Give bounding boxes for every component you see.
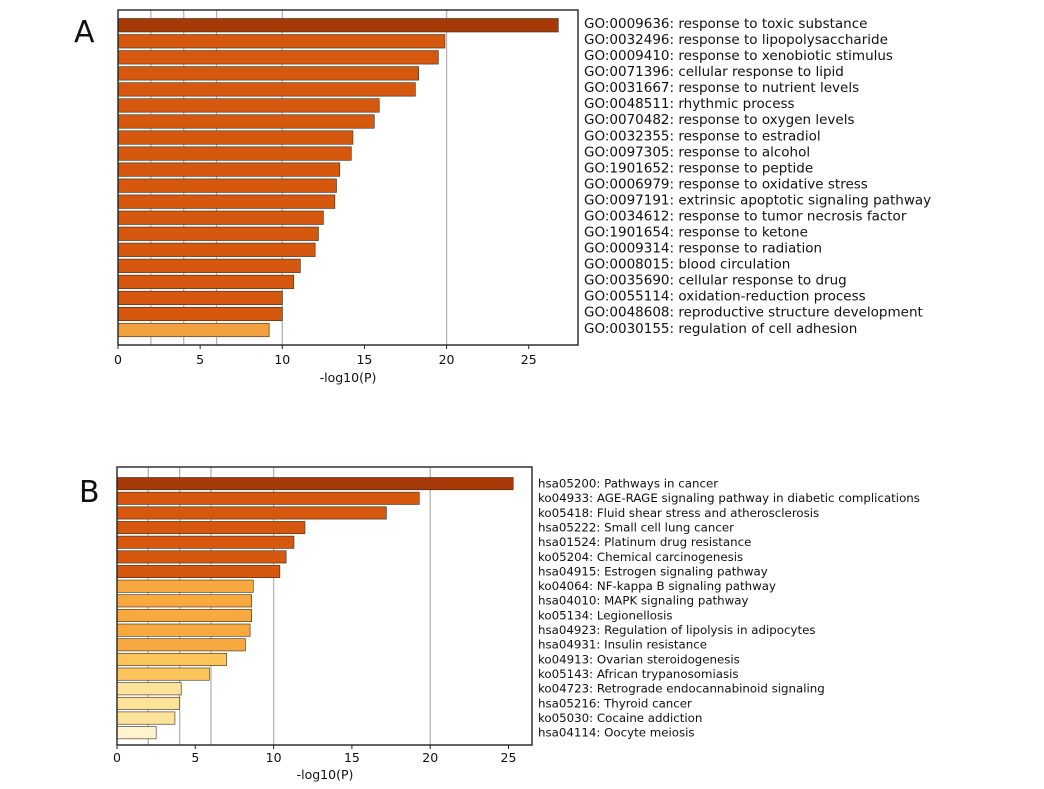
- panel-a-category-label: GO:0035690: cellular response to drug: [584, 273, 847, 289]
- panel-a-category-label: GO:1901654: response to ketone: [584, 225, 808, 241]
- panel-a-category-label: GO:0032355: response to estradiol: [584, 128, 821, 144]
- panel-b-category-label: ko05418: Fluid shear stress and atherosc…: [538, 506, 819, 520]
- panel-a-category-label: GO:0034612: response to tumor necrosis f…: [584, 208, 907, 224]
- panel-a-category-label: GO:0097191: extrinsic apoptotic signalin…: [584, 192, 931, 208]
- panel-b-bar: [116, 594, 252, 608]
- panel-b-tick-label: 20: [422, 750, 438, 765]
- panel-b-category-label: ko04064: NF-kappa B signaling pathway: [538, 579, 776, 593]
- panel-b-bar: [116, 696, 180, 710]
- panel-b-category-label: ko05204: Chemical carcinogenesis: [538, 550, 743, 564]
- panel-b-category-label: hsa05200: Pathways in cancer: [538, 477, 718, 491]
- panel-b-bar: [116, 711, 176, 725]
- panel-a-category-label: GO:0030155: regulation of cell adhesion: [584, 321, 857, 337]
- panel-b-tick-label: 5: [191, 750, 199, 765]
- panel-b-category-label: ko04933: AGE-RAGE signaling pathway in d…: [538, 491, 920, 505]
- panel-a-bar: [117, 82, 416, 97]
- panel-a-bar: [117, 114, 375, 129]
- panel-b-category-label: ko04913: Ovarian steroidogenesis: [538, 652, 740, 666]
- panel-a-axes-frame: [117, 9, 579, 346]
- panel-b-bar: [116, 535, 295, 549]
- panel-a-bar: [117, 34, 446, 49]
- panel-b-tick-label: 10: [266, 750, 282, 765]
- panel-a-category-label: GO:0070482: response to oxygen levels: [584, 112, 855, 128]
- panel-a-bar: [117, 290, 283, 305]
- panel-a-category-label: GO:0097305: response to alcohol: [584, 144, 810, 160]
- panel-b-bar: [116, 638, 246, 652]
- panel-a-bar: [117, 18, 559, 33]
- panel-a-category-label: GO:0008015: blood circulation: [584, 257, 790, 273]
- panel-a-bar: [117, 274, 295, 289]
- panel-a-bar: [117, 242, 316, 257]
- panel-a-category-label: GO:0009410: response to xenobiotic stimu…: [584, 48, 893, 64]
- panel-b-bar: [116, 623, 251, 637]
- panel-a-category-label: GO:0031667: response to nutrient levels: [584, 80, 859, 96]
- panel-b-bar: [116, 579, 254, 593]
- panel-b-bar: [116, 477, 514, 491]
- panel-b-bar: [116, 506, 387, 520]
- panel-a-tick-label: 10: [274, 352, 290, 367]
- panel-a-tick-label: 20: [439, 352, 455, 367]
- panel-a-bar: [117, 98, 380, 113]
- panel-a-xlabel: -log10(P): [320, 370, 377, 385]
- panel-b-bar: [116, 521, 306, 535]
- panel-a-category-label: GO:0048608: reproductive structure devel…: [584, 305, 923, 321]
- panel-b-axes-frame: [116, 466, 533, 746]
- panel-b-bar: [116, 726, 157, 740]
- panel-a-tick-label: 5: [196, 352, 204, 367]
- panel-b-tick-label: 0: [113, 750, 121, 765]
- panel-b-bar: [116, 652, 227, 666]
- panel-b-tick-label: 15: [344, 750, 360, 765]
- panel-b-category-label: hsa01524: Platinum drug resistance: [538, 535, 751, 549]
- panel-a-bar: [117, 322, 270, 338]
- panel-b-category-label: hsa04114: Oocyte meiosis: [538, 726, 695, 740]
- panel-b-letter: B: [79, 475, 100, 510]
- panel-a-category-label: GO:0006979: response to oxidative stress: [584, 176, 868, 192]
- panel-b-category-label: ko05143: African trypanosomiasis: [538, 667, 739, 681]
- panel-a-category-label: GO:0009314: response to radiation: [584, 241, 822, 257]
- panel-a-bar: [117, 194, 336, 209]
- panel-a-category-label: GO:0032496: response to lipopolysacchari…: [584, 32, 888, 48]
- panel-b-bar: [116, 667, 210, 681]
- panel-a-bar: [117, 210, 324, 225]
- panel-a-category-label: GO:0048511: rhythmic process: [584, 96, 795, 112]
- panel-b-xlabel: -log10(P): [297, 767, 354, 782]
- panel-b-bar: [116, 565, 281, 579]
- panel-b-bar: [116, 550, 287, 564]
- panel-b-tick-label: 25: [501, 750, 517, 765]
- panel-b-category-label: hsa04931: Insulin resistance: [538, 638, 707, 652]
- panel-b-category-label: ko04723: Retrograde endocannabinoid sign…: [538, 682, 825, 696]
- panel-a-category-label: GO:0055114: oxidation-reduction process: [584, 289, 866, 305]
- panel-b-bar: [116, 491, 420, 505]
- panel-b-category-label: hsa04915: Estrogen signaling pathway: [538, 564, 768, 578]
- panel-b-bar: [116, 682, 182, 696]
- panel-a-bar: [117, 66, 419, 81]
- panel-b-category-label: hsa05216: Thyroid cancer: [538, 696, 692, 710]
- panel-a-bar: [117, 258, 301, 273]
- panel-a-bar: [117, 306, 283, 322]
- panel-a-tick-label: 25: [521, 352, 537, 367]
- panel-a-bar: [117, 226, 319, 241]
- panel-a-bar: [117, 162, 341, 177]
- panel-a-letter: A: [74, 15, 95, 50]
- panel-b-category-label: hsa04923: Regulation of lipolysis in adi…: [538, 623, 816, 637]
- panel-a-bar: [117, 178, 337, 193]
- panel-b-bar: [116, 609, 252, 622]
- panel-a-bar: [117, 50, 439, 65]
- panel-a-category-label: GO:0009636: response to toxic substance: [584, 16, 867, 32]
- panel-a-tick-label: 15: [356, 352, 372, 367]
- panel-a-tick-label: 0: [114, 352, 122, 367]
- panel-b-category-label: ko05134: Legionellosis: [538, 608, 673, 622]
- panel-a-bar: [117, 130, 354, 145]
- panel-a-bar: [117, 146, 352, 161]
- panel-a-category-label: GO:0071396: cellular response to lipid: [584, 64, 844, 80]
- panel-a-category-label: GO:1901652: response to peptide: [584, 160, 813, 176]
- panel-b-category-label: hsa04010: MAPK signaling pathway: [538, 594, 749, 608]
- panel-b-category-label: hsa05222: Small cell lung cancer: [538, 520, 734, 534]
- panel-b-category-label: ko05030: Cocaine addiction: [538, 711, 702, 725]
